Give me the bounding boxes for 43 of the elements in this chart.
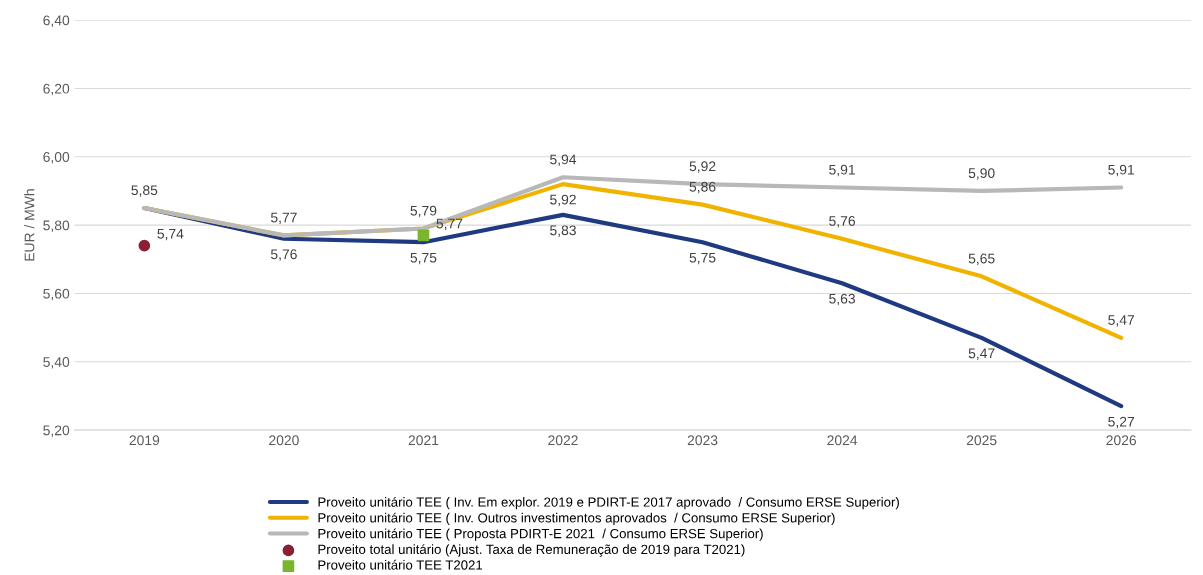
legend-label: Proveito unitário TEE T2021 [318, 559, 483, 570]
data-label: 5,76 [270, 249, 297, 261]
data-label: 5,94 [550, 154, 577, 166]
data-label: 5,90 [968, 168, 995, 180]
x-tick-label: 2020 [269, 435, 299, 446]
data-label: 5,74 [157, 229, 184, 241]
y-axis-title: EUR / MWh [24, 189, 35, 261]
x-tick-label: 2021 [408, 435, 439, 446]
y-tick-label: 5,20 [43, 425, 70, 437]
data-label: 5,77 [436, 218, 463, 231]
data-label: 5,83 [550, 225, 576, 237]
data-label: 5,79 [410, 205, 437, 218]
legend-label: Proveito unitário TEE ( Inv. Outros investimentos aprovados / Consumo ERSE Superior) [318, 512, 835, 526]
data-label: 5,86 [689, 181, 716, 194]
data-label: 5,77 [270, 212, 297, 225]
data-label: 5,65 [968, 253, 995, 266]
y-tick-label: 5,60 [43, 288, 70, 301]
data-label: 5,47 [968, 348, 995, 360]
legend-label: Proveito total unitário (Ajust. Taxa de Remuneração de 2019 para T2021) [318, 544, 745, 557]
x-tick-label: 2025 [966, 435, 997, 446]
y-tick-label: 6,20 [43, 83, 70, 96]
x-tick-label: 2024 [827, 435, 858, 446]
data-label: 5,92 [689, 161, 716, 173]
data-label: 5,91 [1108, 164, 1135, 177]
data-label: 5,63 [829, 293, 856, 306]
y-tick-label: 5,40 [43, 357, 70, 369]
data-label: 5,75 [410, 252, 437, 265]
y-tick-label: 6,40 [43, 15, 70, 27]
data-label: 5,47 [1108, 315, 1135, 327]
x-tick-label: 2022 [548, 435, 578, 446]
data-label: 5,92 [550, 194, 576, 207]
data-label: 5,27 [1108, 416, 1135, 429]
data-label: 5,75 [689, 252, 716, 265]
data-label: 5,85 [131, 185, 158, 197]
x-tick-label: 2023 [687, 435, 718, 446]
x-tick-label: 2019 [129, 435, 160, 446]
data-label: 5,76 [829, 216, 856, 228]
data-label: 5,91 [829, 164, 855, 177]
y-tick-label: 6,00 [43, 152, 70, 164]
legend-label: Proveito unitário TEE ( Inv. Em explor. 2019 e PDIRT-E 2017 aprovado / Consumo ERSE Superior) [318, 496, 899, 510]
x-tick-label: 2026 [1106, 435, 1137, 446]
y-tick-label: 5,80 [43, 220, 70, 232]
legend-label: Proveito unitário TEE ( Proposta PDIRT-E 2021 / Consumo ERSE Superior) [318, 528, 763, 541]
